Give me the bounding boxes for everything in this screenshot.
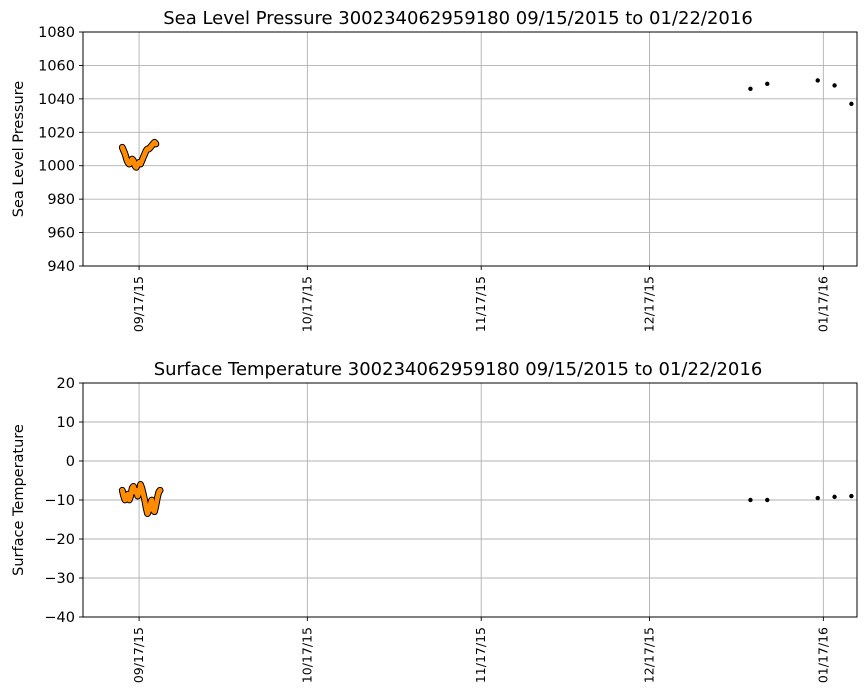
y-tick-label: 980 bbox=[47, 192, 75, 208]
y-axis-label: Sea Level Pressure bbox=[11, 81, 27, 217]
y-tick-label: 10 bbox=[57, 415, 75, 431]
chart-panel: Sea Level Pressure 300234062959180 09/15… bbox=[11, 8, 858, 332]
y-tick-label: 1000 bbox=[38, 159, 75, 175]
x-tick-label: 09/17/15 bbox=[131, 627, 146, 683]
x-tick-label: 12/17/15 bbox=[641, 276, 656, 332]
x-tick-label: 12/17/15 bbox=[641, 627, 656, 683]
y-axis-label: Surface Temperature bbox=[11, 424, 27, 576]
y-tick-label: 1020 bbox=[38, 125, 75, 141]
data-point bbox=[832, 83, 837, 88]
data-point bbox=[815, 78, 820, 83]
x-tick-label: 10/17/15 bbox=[299, 627, 314, 683]
y-tick-label: −10 bbox=[44, 493, 75, 509]
data-point bbox=[832, 494, 837, 500]
data-point bbox=[748, 86, 753, 92]
y-tick-label: 0 bbox=[66, 454, 75, 470]
y-tick-label: −30 bbox=[44, 571, 75, 587]
data-point bbox=[157, 487, 163, 493]
y-tick-label: 1080 bbox=[38, 25, 75, 41]
y-tick-label: −20 bbox=[44, 532, 75, 548]
y-tick-label: 1060 bbox=[38, 58, 75, 74]
data-point bbox=[849, 101, 854, 107]
x-tick-label: 11/17/15 bbox=[473, 627, 488, 683]
data-point bbox=[153, 141, 159, 147]
x-tick-label: 10/17/15 bbox=[299, 276, 314, 332]
chart-title: Surface Temperature 300234062959180 09/1… bbox=[154, 359, 763, 380]
y-tick-label: −40 bbox=[44, 610, 75, 626]
x-tick-label: 09/17/15 bbox=[131, 276, 146, 332]
data-point bbox=[748, 497, 753, 503]
data-point bbox=[815, 495, 820, 501]
y-tick-label: 960 bbox=[47, 226, 75, 242]
y-tick-label: 20 bbox=[57, 376, 75, 392]
data-point bbox=[765, 81, 770, 87]
y-tick-label: 1040 bbox=[38, 92, 75, 108]
x-tick-label: 11/17/15 bbox=[473, 276, 488, 332]
y-tick-label: 940 bbox=[47, 259, 75, 275]
chart-title: Sea Level Pressure 300234062959180 09/15… bbox=[163, 8, 753, 29]
plot-frame bbox=[82, 382, 858, 618]
chart-panel: Surface Temperature 300234062959180 09/1… bbox=[11, 359, 858, 683]
x-tick-label: 01/17/16 bbox=[815, 627, 830, 683]
x-tick-label: 01/17/16 bbox=[815, 276, 830, 332]
data-point bbox=[849, 493, 854, 499]
data-point bbox=[765, 497, 770, 503]
plot-frame bbox=[82, 31, 858, 267]
